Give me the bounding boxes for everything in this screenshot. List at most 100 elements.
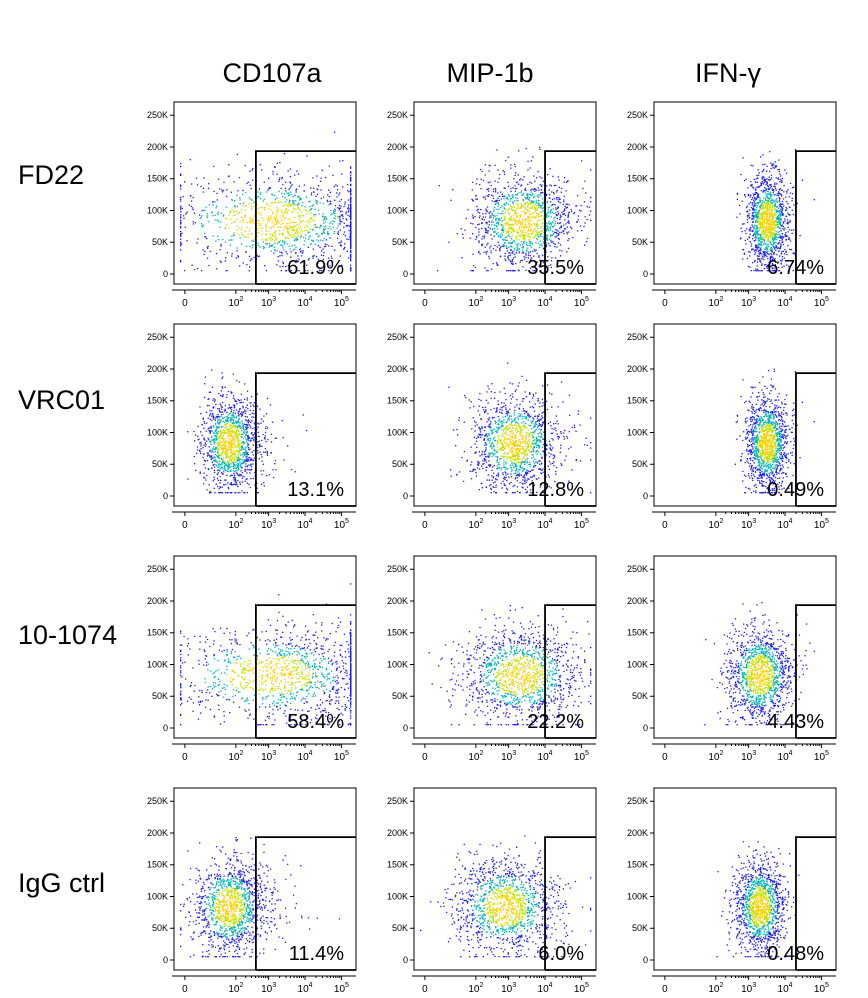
event-dot xyxy=(280,244,282,246)
event-dot xyxy=(533,196,536,198)
event-dot xyxy=(212,457,215,459)
event-dot xyxy=(307,246,309,248)
event-dot xyxy=(259,445,261,448)
event-dot xyxy=(537,213,539,215)
event-dot xyxy=(320,197,322,200)
event-dot xyxy=(549,211,552,213)
event-dot xyxy=(769,151,771,153)
event-dot xyxy=(222,458,224,461)
event-dot xyxy=(743,252,746,254)
event-dot xyxy=(774,182,776,184)
event-dot xyxy=(264,431,267,434)
event-dot xyxy=(497,197,499,199)
event-dot xyxy=(308,238,310,240)
event-dot xyxy=(238,212,240,214)
event-dot xyxy=(298,199,301,201)
event-dot xyxy=(549,184,551,186)
event-dot xyxy=(302,230,304,232)
event-dot xyxy=(537,206,539,209)
event-dot xyxy=(556,198,558,201)
event-dot xyxy=(476,178,478,180)
event-dot xyxy=(217,422,219,425)
event-dot xyxy=(288,209,290,211)
event-dot xyxy=(760,236,762,238)
event-dot xyxy=(350,166,352,168)
event-dot xyxy=(761,253,763,255)
event-dot xyxy=(472,199,474,201)
event-dot xyxy=(291,184,293,186)
event-dot xyxy=(504,239,507,241)
event-dot xyxy=(504,208,506,210)
event-dot xyxy=(742,223,744,225)
event-dot xyxy=(251,199,253,201)
event-dot xyxy=(515,172,517,174)
event-dot xyxy=(476,205,478,208)
event-dot xyxy=(760,242,762,244)
event-dot xyxy=(474,215,476,218)
event-dot xyxy=(560,225,562,227)
event-dot xyxy=(239,197,241,199)
event-dot xyxy=(336,216,339,218)
event-dot xyxy=(278,180,280,183)
event-dot xyxy=(243,442,245,444)
event-dot xyxy=(549,194,551,196)
event-dot xyxy=(350,267,352,269)
event-dot xyxy=(511,260,513,263)
event-dot xyxy=(504,218,506,220)
event-dot xyxy=(266,450,268,452)
event-dot xyxy=(240,232,243,234)
event-dot xyxy=(487,242,489,245)
event-dot xyxy=(781,235,783,237)
event-dot xyxy=(493,210,495,213)
event-dot xyxy=(522,234,524,236)
event-dot xyxy=(508,246,510,248)
event-dot xyxy=(268,246,270,248)
event-dot xyxy=(560,244,562,246)
event-dot xyxy=(338,223,340,225)
event-dot xyxy=(228,416,230,418)
event-dot xyxy=(350,245,352,247)
event-dot xyxy=(495,218,497,220)
event-dot xyxy=(765,181,767,183)
event-dot xyxy=(338,204,341,207)
event-dot xyxy=(488,190,490,192)
event-dot xyxy=(232,430,234,432)
event-dot xyxy=(518,270,520,272)
event-dot xyxy=(526,202,528,204)
event-dot xyxy=(314,208,316,210)
event-dot xyxy=(756,247,758,249)
event-dot xyxy=(503,219,505,221)
event-dot xyxy=(532,236,534,238)
event-dot xyxy=(272,173,274,175)
event-dot xyxy=(257,222,259,225)
event-dot xyxy=(234,214,236,216)
event-dot xyxy=(341,214,343,216)
event-dot xyxy=(213,463,215,466)
event-dot xyxy=(756,245,758,247)
event-dot xyxy=(521,218,523,220)
event-dot xyxy=(774,212,777,214)
event-dot xyxy=(774,204,776,206)
event-dot xyxy=(759,206,761,209)
event-dot xyxy=(243,427,245,430)
event-dot xyxy=(327,232,329,234)
event-dot xyxy=(203,396,206,399)
event-dot xyxy=(257,219,259,222)
event-dot xyxy=(331,257,333,259)
event-dot xyxy=(318,270,321,272)
event-dot xyxy=(518,239,520,241)
event-dot xyxy=(246,424,249,426)
event-dot xyxy=(350,213,352,215)
event-dot xyxy=(310,194,313,196)
event-dot xyxy=(568,221,570,223)
event-dot xyxy=(232,397,234,399)
event-dot xyxy=(233,459,235,461)
event-dot xyxy=(764,190,766,192)
event-dot xyxy=(549,229,552,231)
event-dot xyxy=(263,482,265,484)
event-dot xyxy=(232,462,234,464)
event-dot xyxy=(268,217,270,220)
event-dot xyxy=(781,195,783,197)
event-dot xyxy=(322,202,325,205)
event-dot xyxy=(754,188,756,190)
